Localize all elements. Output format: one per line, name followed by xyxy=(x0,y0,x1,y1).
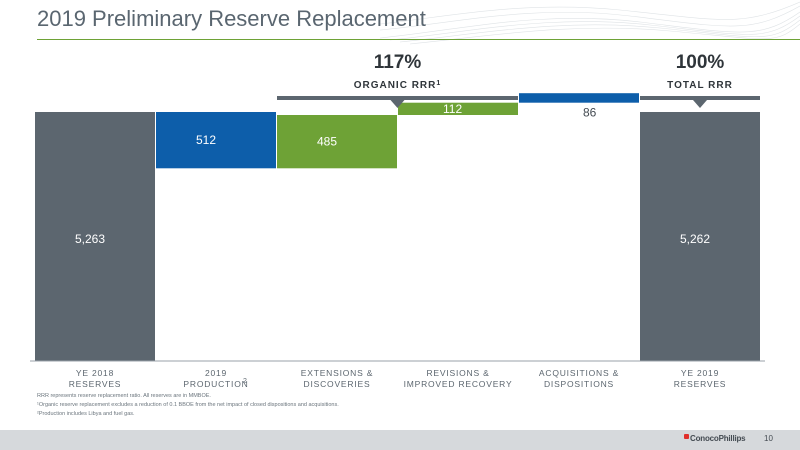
footnote-rrr: RRR represents reserve replacement ratio… xyxy=(37,393,211,399)
data-label-2: 485 xyxy=(317,135,337,149)
category-label-4-0: ACQUISITIONS & xyxy=(539,368,619,378)
footnote-2: ²Production includes Libya and fuel gas. xyxy=(37,410,135,417)
bar-5 xyxy=(640,112,760,361)
footer-bar xyxy=(0,430,800,450)
data-label-1: 512 xyxy=(196,133,216,147)
bar-1 xyxy=(156,112,276,169)
category-label-2-1: DISCOVERIES xyxy=(304,379,371,389)
bar-2 xyxy=(277,115,397,169)
callout-value-1: 100% xyxy=(676,52,725,73)
callout-label-0: ORGANIC RRR1 xyxy=(354,80,442,92)
category-label-2-0: EXTENSIONS & xyxy=(301,368,373,378)
callout-pointer-icon-1 xyxy=(693,100,707,108)
category-label-4-1: DISPOSITIONS xyxy=(544,379,614,389)
category-label-5-0: YE 2019 xyxy=(681,368,719,378)
bar-3 xyxy=(398,102,518,115)
category-label-3-1: IMPROVED RECOVERY xyxy=(404,379,513,389)
category-label-3-0: REVISIONS & xyxy=(426,368,489,378)
data-label-3: 112 xyxy=(443,102,462,116)
footnote-1: ¹Organic reserve replacement excludes a … xyxy=(37,401,339,408)
category-superscript-1: 2 xyxy=(243,378,247,385)
company-logo: ConocoPhillips xyxy=(690,434,746,443)
callout-value-0: 117% xyxy=(374,52,422,73)
category-label-0-1: RESERVES xyxy=(69,379,122,389)
title-underline xyxy=(37,39,800,40)
callout-bracket-0 xyxy=(277,96,518,100)
conocophillips-logo-icon xyxy=(684,434,689,439)
callout-superscript-0: 1 xyxy=(436,80,441,87)
callout-label-1: TOTAL RRR xyxy=(667,80,733,91)
data-label-0: 5,263 xyxy=(75,232,105,246)
data-label-4: 86 xyxy=(583,106,597,120)
data-label-5: 5,262 xyxy=(680,232,710,246)
wave-pattern-decoration xyxy=(380,1,800,45)
page-number: 10 xyxy=(764,434,773,443)
callout-pointer-icon-0 xyxy=(390,100,405,108)
footnotes: RRR represents reserve replacement ratio… xyxy=(37,392,637,418)
callout-bracket-1 xyxy=(640,96,760,100)
bar-0 xyxy=(35,112,155,361)
category-label-5-1: RESERVES xyxy=(674,379,727,389)
page-title: 2019 Preliminary Reserve Replacement xyxy=(37,6,426,31)
category-label-1-1: PRODUCTION xyxy=(183,379,248,389)
bar-4 xyxy=(519,93,639,103)
category-label-1-0: 2019 xyxy=(205,368,227,378)
category-label-0-0: YE 2018 xyxy=(76,368,114,378)
